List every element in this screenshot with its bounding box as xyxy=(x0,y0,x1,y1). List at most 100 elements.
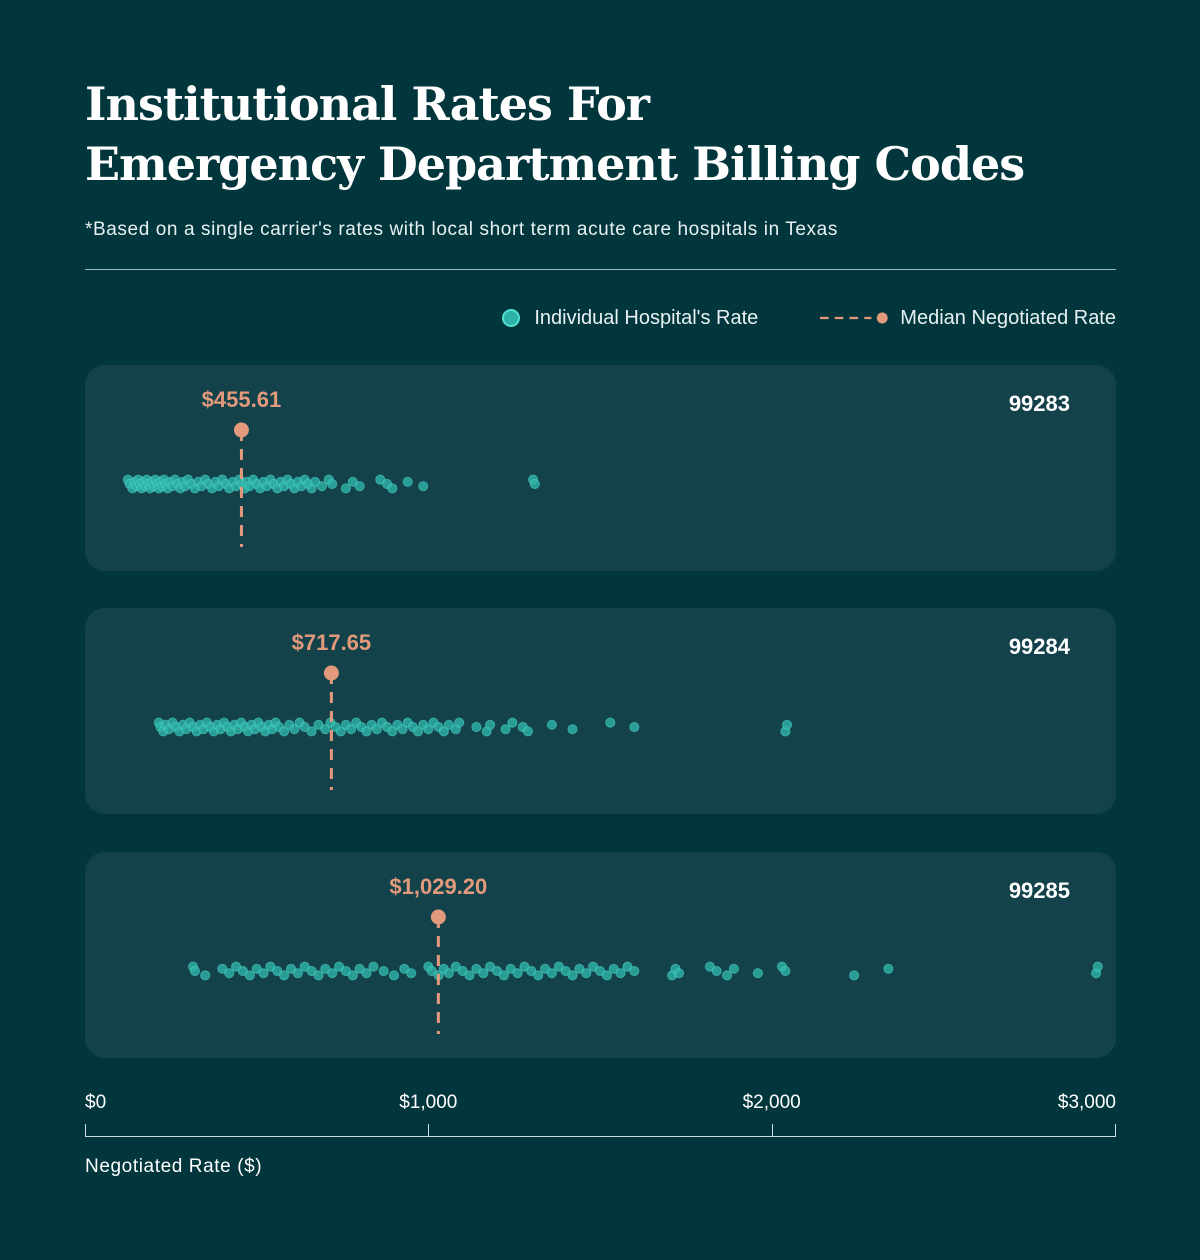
data-point xyxy=(849,970,860,981)
x-tick-mark xyxy=(428,1124,430,1137)
data-point xyxy=(728,963,740,974)
data-point xyxy=(327,478,338,490)
data-point xyxy=(371,724,382,735)
legend-median: Median Negotiated Rate xyxy=(820,307,1116,330)
x-tick-label: $2,000 xyxy=(742,1092,801,1113)
data-point xyxy=(454,717,465,728)
dot-icon xyxy=(502,309,521,327)
data-point xyxy=(378,965,389,977)
data-point xyxy=(423,724,434,735)
data-point xyxy=(581,968,592,979)
x-axis-line xyxy=(85,1136,1116,1137)
data-point xyxy=(673,968,685,979)
median-label: $1,029.20 xyxy=(389,874,488,899)
chart-title: Institutional Rates For Emergency Depart… xyxy=(85,74,1025,194)
plot-99283 xyxy=(122,422,540,547)
data-point xyxy=(200,970,211,981)
data-point xyxy=(189,965,201,977)
data-point xyxy=(406,968,417,979)
legend-individual-label: Individual Hospital's Rate xyxy=(534,306,759,329)
legend-median-label: Median Negotiated Rate xyxy=(900,306,1116,329)
plot-99284 xyxy=(153,665,793,790)
data-point xyxy=(418,481,429,492)
data-point xyxy=(368,961,379,972)
data-point xyxy=(1092,961,1103,972)
data-point xyxy=(388,970,400,981)
data-point xyxy=(605,717,616,728)
data-point xyxy=(464,970,475,981)
data-point xyxy=(402,476,413,487)
data-point xyxy=(258,968,269,979)
x-tick-mark xyxy=(85,1124,86,1137)
data-point xyxy=(340,483,351,494)
data-point xyxy=(316,481,327,492)
data-point xyxy=(780,965,791,977)
data-point xyxy=(361,726,372,737)
data-point xyxy=(507,717,518,728)
title-line-2: Emergency Department Billing Codes xyxy=(85,137,1025,191)
panel-99284: $717.65 99284 xyxy=(85,608,1116,814)
data-point xyxy=(567,724,578,735)
data-point xyxy=(313,970,324,981)
data-point xyxy=(387,726,398,737)
median-marker xyxy=(430,909,446,925)
data-point xyxy=(292,968,303,979)
data-point xyxy=(346,724,357,735)
median-label: $455.61 xyxy=(201,387,282,412)
billing-code-label: 99284 xyxy=(1008,634,1070,659)
x-axis: $0 $1,000 $2,000 $3,000 xyxy=(85,1088,1116,1148)
title-line-1: Institutional Rates For xyxy=(85,77,650,131)
x-tick-label: $3,000 xyxy=(1057,1092,1116,1113)
data-point xyxy=(522,726,533,737)
data-point xyxy=(471,721,482,733)
data-point xyxy=(601,970,613,981)
plot-99285 xyxy=(188,909,1103,1034)
data-point xyxy=(498,970,509,981)
billing-code-label: 99283 xyxy=(1008,391,1070,416)
data-point xyxy=(629,965,640,977)
data-point xyxy=(782,719,793,730)
data-point xyxy=(485,719,496,730)
panel-99283: $455.61 99283 xyxy=(85,365,1116,571)
x-tick-label: $1,000 xyxy=(399,1092,458,1113)
data-point xyxy=(546,719,557,730)
data-point xyxy=(279,970,290,981)
panel-99285: $1,029.20 99285 xyxy=(85,852,1116,1058)
data-point xyxy=(354,481,365,492)
data-point xyxy=(335,726,346,737)
x-tick-mark xyxy=(1115,1124,1116,1137)
median-label: $717.65 xyxy=(291,630,372,655)
data-point xyxy=(752,968,764,979)
data-point xyxy=(478,968,489,979)
legend-individual: Individual Hospital's Rate xyxy=(502,307,758,330)
data-point xyxy=(629,721,640,733)
data-point xyxy=(438,726,449,737)
data-point xyxy=(306,726,317,737)
data-point xyxy=(529,478,540,490)
x-tick-mark xyxy=(771,1124,773,1137)
data-point xyxy=(361,968,372,979)
median-marker xyxy=(323,665,339,681)
data-point xyxy=(711,965,722,977)
chart-subtitle: *Based on a single carrier's rates with … xyxy=(85,219,838,240)
data-point xyxy=(567,970,578,981)
data-point xyxy=(224,968,235,979)
data-point xyxy=(397,724,408,735)
data-point xyxy=(883,963,894,974)
x-tick-label: $0 xyxy=(85,1092,107,1113)
data-point xyxy=(533,970,544,981)
data-point xyxy=(279,726,290,737)
billing-code-label: 99285 xyxy=(1008,878,1070,903)
data-point xyxy=(546,968,557,979)
data-point xyxy=(615,968,626,979)
data-point xyxy=(512,968,523,979)
data-point xyxy=(412,726,424,737)
dashed-line-dot-icon xyxy=(820,312,888,324)
data-point xyxy=(721,970,733,981)
median-marker xyxy=(233,422,249,438)
data-point xyxy=(327,968,338,979)
data-point xyxy=(347,970,358,981)
legend: Individual Hospital's Rate Median Negoti… xyxy=(502,305,1116,331)
data-point xyxy=(443,968,454,979)
data-point xyxy=(244,970,255,981)
